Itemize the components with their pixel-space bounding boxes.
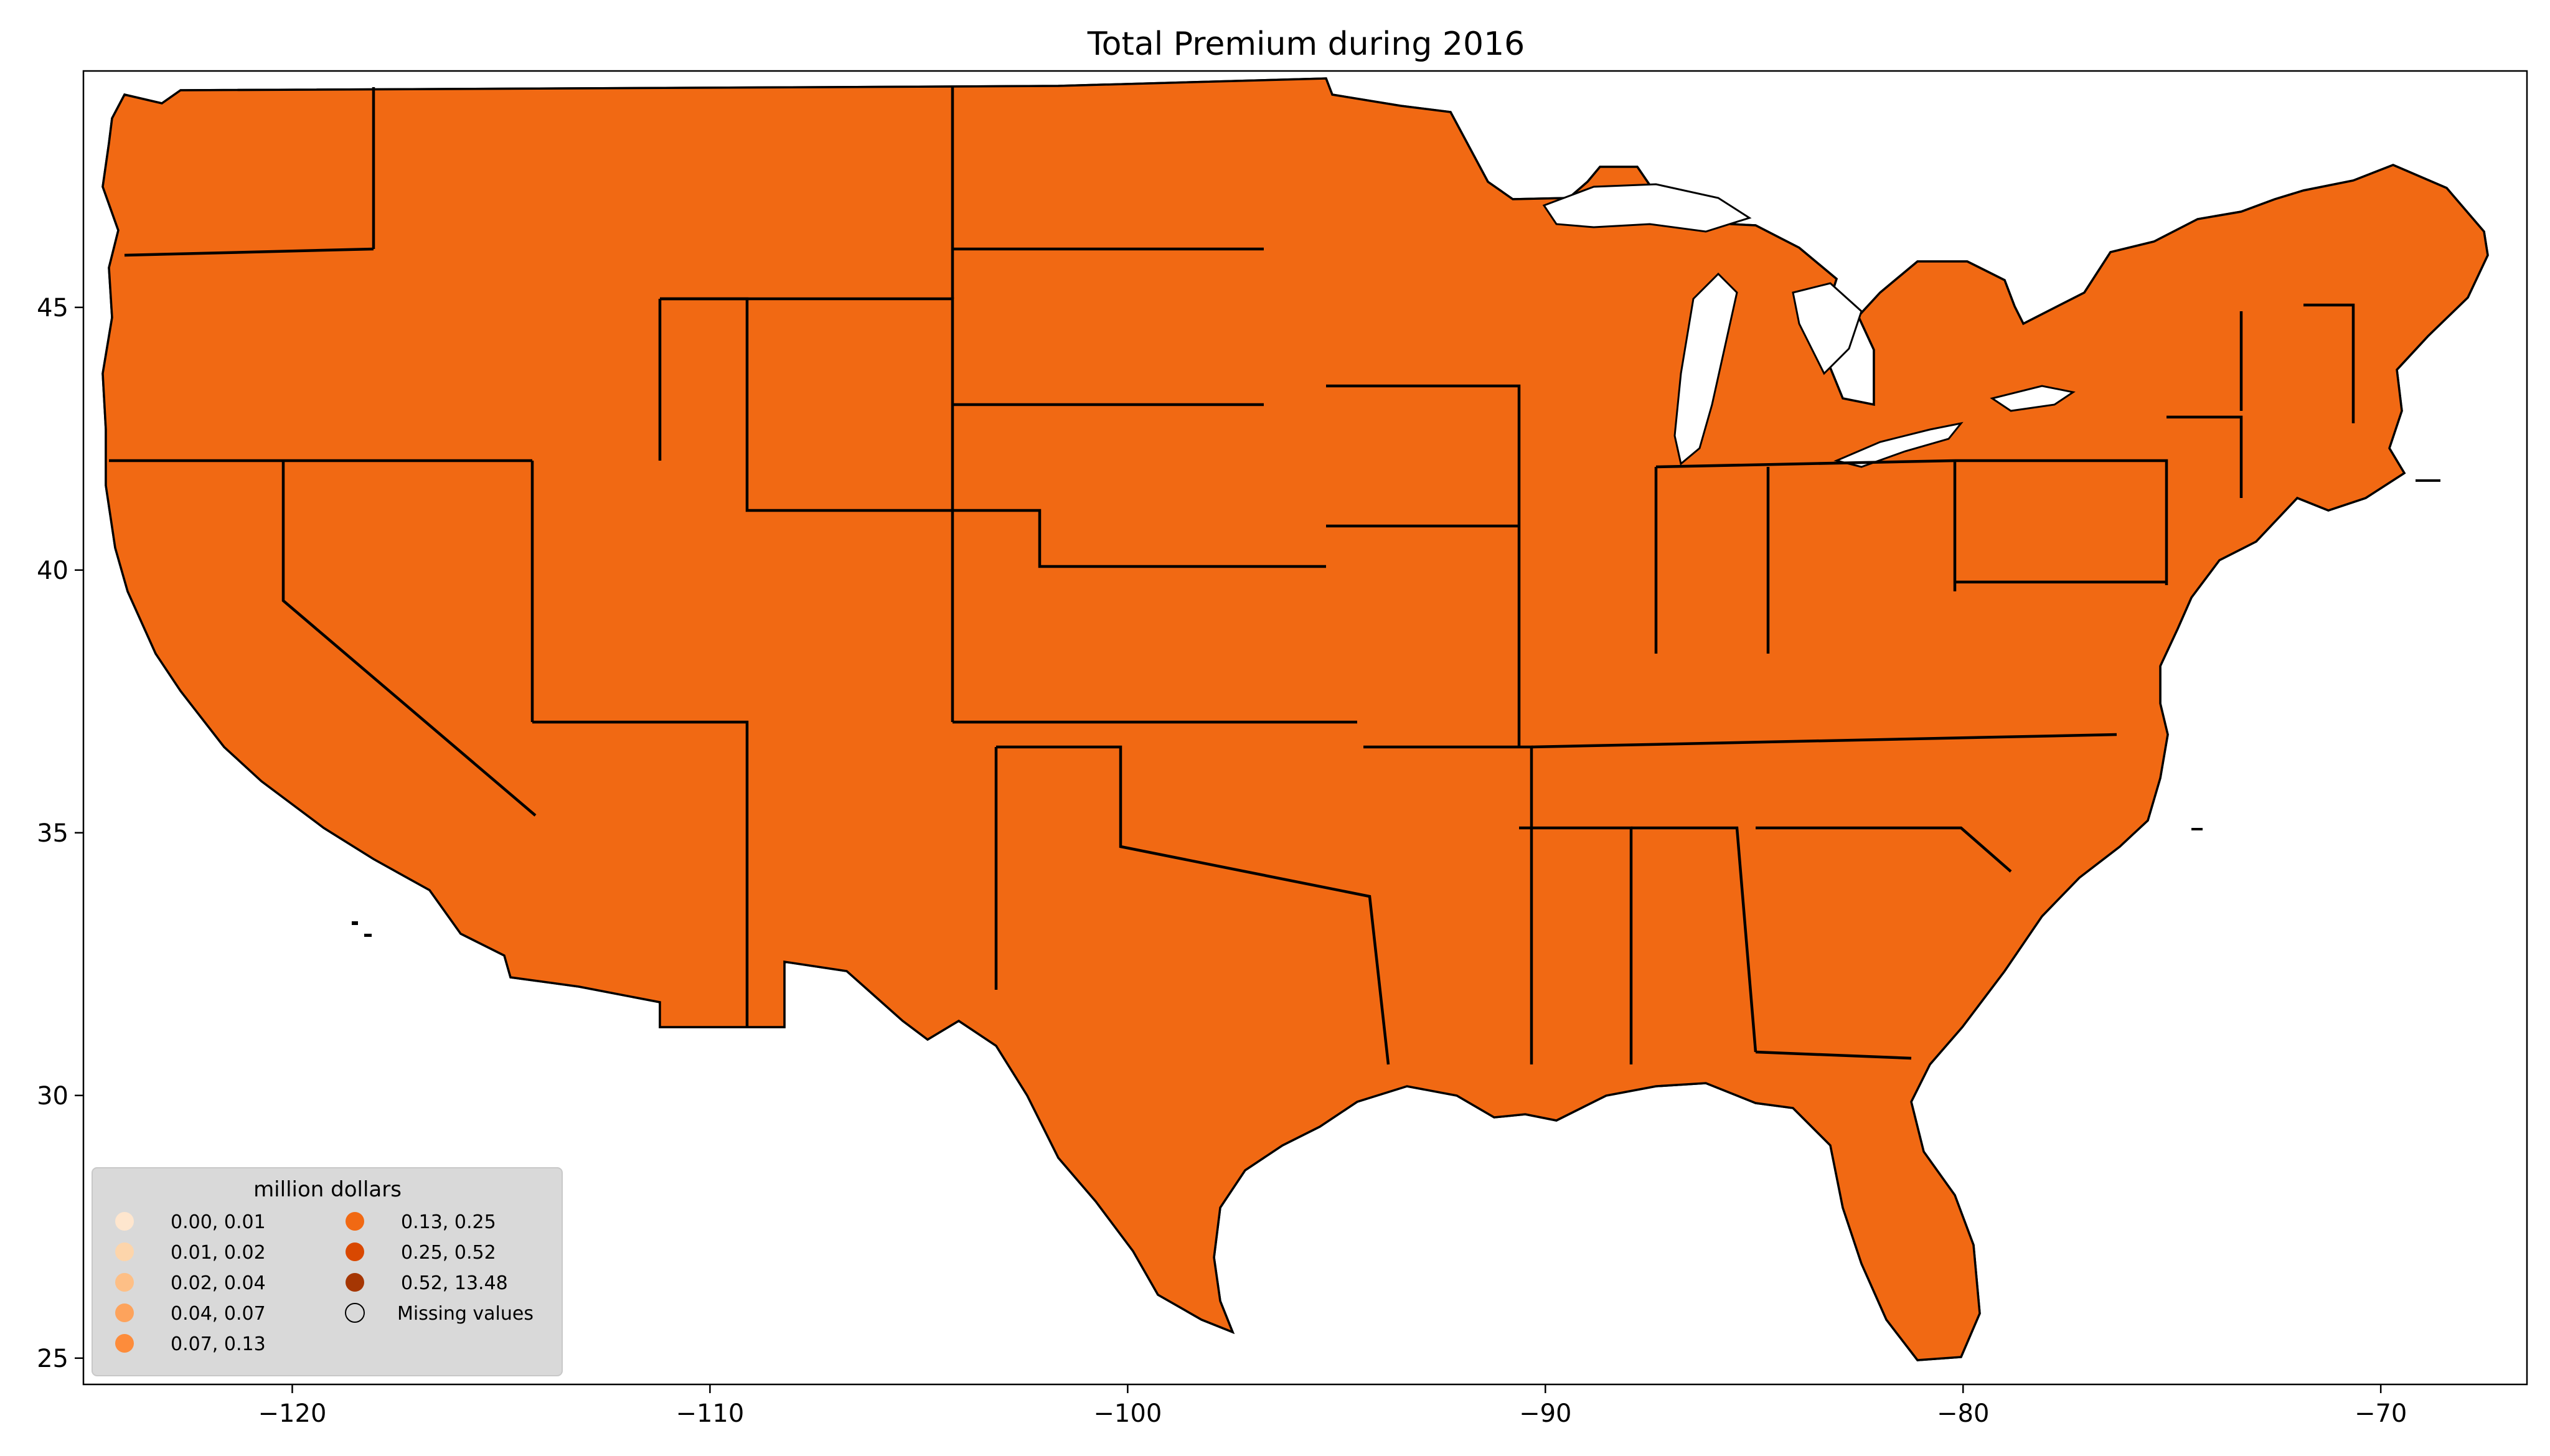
legend-label: Missing values xyxy=(397,1303,534,1325)
legend-swatch xyxy=(115,1334,134,1353)
legend-swatch xyxy=(346,1273,364,1292)
legend: million dollars 0.00, 0.01 0.01, 0.02 0.02… xyxy=(92,1167,563,1376)
lake-ontario xyxy=(1990,385,2076,412)
lake-erie xyxy=(1833,421,1964,468)
legend-label: 0.04, 0.07 xyxy=(171,1303,266,1325)
legend-swatch xyxy=(345,1303,365,1323)
y-axis-ticks: 25 30 35 40 45 xyxy=(37,294,83,1373)
y-tick-label: 40 xyxy=(37,557,68,585)
legend-swatch xyxy=(346,1242,364,1261)
legend-label: 0.07, 0.13 xyxy=(171,1333,266,1355)
legend-label: 0.13, 0.25 xyxy=(401,1211,496,1233)
legend-label: 0.25, 0.52 xyxy=(401,1242,496,1264)
legend-label: 0.02, 0.04 xyxy=(171,1272,266,1294)
lake-superior xyxy=(1542,183,1752,233)
x-axis-ticks: −120 −110 −100 −90 −80 −70 xyxy=(258,1384,2407,1428)
offshore-islands xyxy=(352,479,2440,937)
legend-title: million dollars xyxy=(253,1177,402,1202)
x-tick-label: −80 xyxy=(1937,1399,1989,1428)
state-borders xyxy=(109,87,2355,1065)
legend-box xyxy=(92,1167,563,1376)
y-tick-label: 35 xyxy=(37,819,68,848)
lake-huron xyxy=(1792,282,1863,375)
chart-title: Total Premium during 2016 xyxy=(1087,26,1525,63)
legend-swatch xyxy=(346,1212,364,1231)
legend-label: 0.01, 0.02 xyxy=(171,1242,266,1264)
x-tick-label: −100 xyxy=(1093,1399,1162,1428)
legend-label: 0.00, 0.01 xyxy=(171,1211,266,1233)
x-tick-label: −70 xyxy=(2355,1399,2407,1428)
x-tick-label: −120 xyxy=(258,1399,327,1428)
y-tick-label: 30 xyxy=(37,1082,68,1111)
lake-michigan xyxy=(1673,272,1738,466)
y-tick-label: 45 xyxy=(37,294,68,322)
legend-swatch xyxy=(115,1242,134,1261)
legend-label: 0.52, 13.48 xyxy=(401,1272,508,1294)
x-tick-label: −90 xyxy=(1519,1399,1571,1428)
legend-items: 0.00, 0.01 0.01, 0.02 0.02, 0.04 0.04, 0.07… xyxy=(115,1211,534,1355)
x-tick-label: −110 xyxy=(675,1399,744,1428)
legend-swatch xyxy=(115,1303,134,1322)
axes-frame xyxy=(82,70,2528,1386)
legend-swatch xyxy=(115,1212,134,1231)
legend-swatch xyxy=(115,1273,134,1292)
y-tick-label: 25 xyxy=(37,1345,68,1373)
